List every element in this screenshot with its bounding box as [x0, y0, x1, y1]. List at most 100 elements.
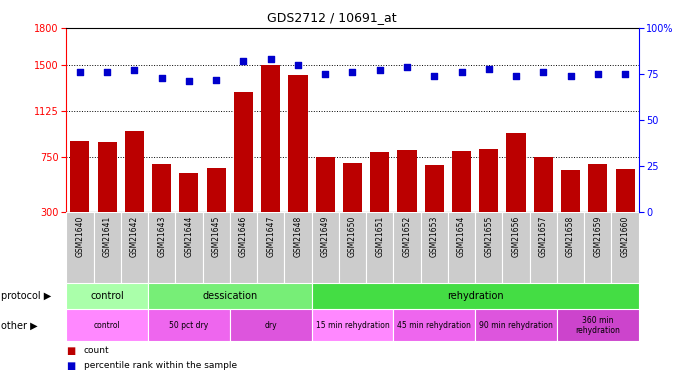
- Text: ■: ■: [66, 346, 75, 355]
- Text: GSM21640: GSM21640: [75, 215, 84, 257]
- Bar: [284, 212, 311, 283]
- Bar: [530, 212, 557, 283]
- Bar: [394, 212, 421, 283]
- Text: 360 min
rehydration: 360 min rehydration: [575, 316, 621, 335]
- Bar: [424, 165, 444, 212]
- Bar: [125, 131, 144, 212]
- Text: GSM21656: GSM21656: [512, 215, 521, 257]
- Point: [401, 64, 413, 70]
- Bar: [311, 283, 639, 309]
- Point: [156, 75, 168, 81]
- Text: percentile rank within the sample: percentile rank within the sample: [84, 361, 237, 370]
- Text: GSM21643: GSM21643: [157, 215, 166, 257]
- Text: 45 min rehydration: 45 min rehydration: [397, 321, 471, 330]
- Bar: [480, 149, 498, 212]
- Text: GSM21645: GSM21645: [211, 215, 221, 257]
- Text: other ▶: other ▶: [1, 320, 38, 330]
- Bar: [148, 212, 175, 283]
- Bar: [66, 212, 94, 283]
- Text: GSM21657: GSM21657: [539, 215, 548, 257]
- Bar: [584, 212, 611, 283]
- Bar: [588, 164, 607, 212]
- Text: 50 pct dry: 50 pct dry: [170, 321, 209, 330]
- Text: GSM21658: GSM21658: [566, 215, 575, 256]
- Bar: [616, 169, 634, 212]
- Bar: [611, 212, 639, 283]
- Text: GSM21650: GSM21650: [348, 215, 357, 257]
- Text: control: control: [90, 291, 124, 301]
- Bar: [315, 157, 335, 212]
- Bar: [148, 309, 230, 341]
- Bar: [475, 309, 557, 341]
- Text: GSM21655: GSM21655: [484, 215, 493, 257]
- Bar: [366, 212, 394, 283]
- Bar: [557, 309, 639, 341]
- Point: [456, 69, 467, 75]
- Bar: [70, 141, 89, 212]
- Text: 90 min rehydration: 90 min rehydration: [479, 321, 553, 330]
- Bar: [557, 212, 584, 283]
- Bar: [261, 65, 281, 212]
- Bar: [152, 164, 171, 212]
- Bar: [561, 170, 580, 212]
- Point: [374, 68, 385, 74]
- Text: GSM21653: GSM21653: [430, 215, 439, 257]
- Point: [292, 62, 304, 68]
- Point: [592, 71, 603, 77]
- Bar: [230, 309, 311, 341]
- Text: 15 min rehydration: 15 min rehydration: [315, 321, 389, 330]
- Point: [75, 69, 86, 75]
- Text: GSM21652: GSM21652: [403, 215, 412, 256]
- Bar: [397, 150, 417, 212]
- Bar: [339, 212, 366, 283]
- Point: [184, 78, 195, 84]
- Point: [537, 69, 549, 75]
- Bar: [207, 168, 225, 212]
- Bar: [66, 309, 148, 341]
- Text: GDS2712 / 10691_at: GDS2712 / 10691_at: [267, 11, 396, 24]
- Bar: [534, 157, 553, 212]
- Bar: [148, 283, 311, 309]
- Bar: [343, 163, 362, 212]
- Bar: [475, 212, 503, 283]
- Text: GSM21641: GSM21641: [103, 215, 112, 256]
- Point: [565, 73, 576, 79]
- Bar: [234, 92, 253, 212]
- Text: ■: ■: [66, 361, 75, 370]
- Bar: [230, 212, 257, 283]
- Text: GSM21647: GSM21647: [266, 215, 275, 257]
- Bar: [179, 172, 198, 212]
- Bar: [394, 309, 475, 341]
- Point: [483, 66, 494, 72]
- Bar: [257, 212, 284, 283]
- Point: [238, 58, 249, 64]
- Text: GSM21648: GSM21648: [293, 215, 302, 256]
- Bar: [448, 212, 475, 283]
- Point: [510, 73, 521, 79]
- Bar: [66, 283, 148, 309]
- Text: control: control: [94, 321, 121, 330]
- Bar: [507, 134, 526, 212]
- Text: GSM21659: GSM21659: [593, 215, 602, 257]
- Text: GSM21649: GSM21649: [321, 215, 329, 257]
- Bar: [311, 212, 339, 283]
- Text: GSM21644: GSM21644: [184, 215, 193, 257]
- Text: dry: dry: [265, 321, 277, 330]
- Bar: [94, 212, 121, 283]
- Point: [347, 69, 358, 75]
- Point: [102, 69, 113, 75]
- Point: [265, 56, 276, 62]
- Bar: [421, 212, 448, 283]
- Bar: [370, 152, 389, 212]
- Point: [619, 71, 630, 77]
- Text: GSM21651: GSM21651: [376, 215, 384, 256]
- Bar: [98, 142, 117, 212]
- Bar: [288, 75, 308, 212]
- Text: GSM21642: GSM21642: [130, 215, 139, 256]
- Bar: [121, 212, 148, 283]
- Text: count: count: [84, 346, 110, 355]
- Point: [429, 73, 440, 79]
- Text: rehydration: rehydration: [447, 291, 503, 301]
- Point: [320, 71, 331, 77]
- Bar: [202, 212, 230, 283]
